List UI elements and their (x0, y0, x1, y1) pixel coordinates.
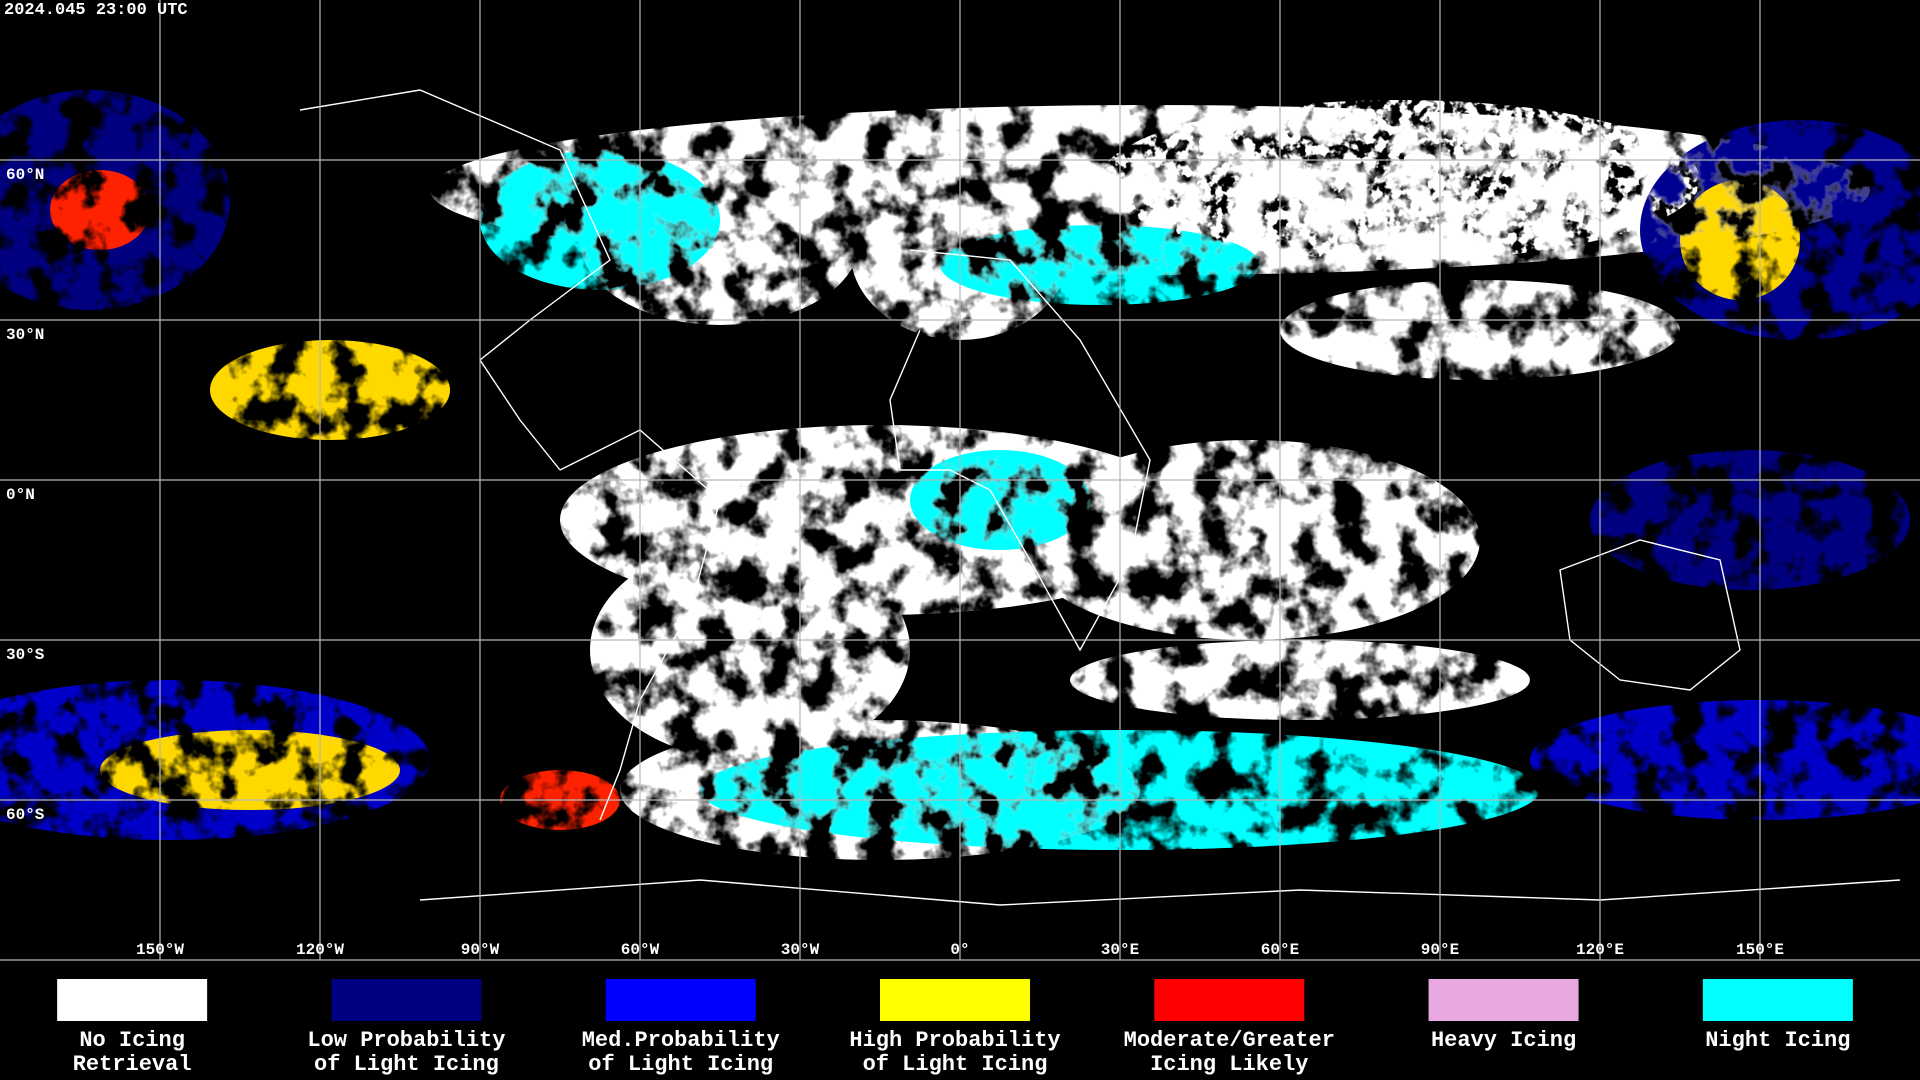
icing-probability-regions (0, 90, 1920, 840)
speckle-regions (1100, 100, 1700, 260)
graticule: 150°W 120°W 90°W 60°W 30°W 0° 30°E 60°E 90°E 120°… (0, 0, 1920, 961)
legend-label: Med.Probability (582, 1028, 780, 1053)
lat-label: 60°S (6, 806, 45, 824)
legend-label: Heavy Icing (1431, 1028, 1576, 1053)
lon-label: 90°W (461, 941, 500, 959)
legend-label: of Light Icing (588, 1052, 773, 1077)
legend-label: Retrieval (73, 1052, 192, 1077)
lon-label: 120°W (296, 941, 344, 959)
lon-label: 150°E (1736, 941, 1784, 959)
lat-label: 30°N (6, 326, 44, 344)
coastlines (299, 89, 1901, 906)
legend-swatch (57, 979, 208, 1021)
lon-label: 90°E (1421, 941, 1459, 959)
legend-label: High Probability (849, 1028, 1060, 1053)
lon-label: 60°W (621, 941, 660, 959)
legend-swatch (880, 979, 1030, 1021)
cloud-imagery (0, 89, 1920, 906)
lat-label: 60°N (6, 166, 44, 184)
lon-label: 150°W (136, 941, 184, 959)
lon-label: 120°E (1576, 941, 1624, 959)
legend-swatch (331, 979, 482, 1021)
legend-swatch (605, 979, 756, 1021)
legend-swatch (1428, 979, 1579, 1021)
lon-label: 30°W (781, 941, 820, 959)
legend-label: Night Icing (1705, 1028, 1850, 1053)
legend-label: Moderate/Greater (1124, 1028, 1335, 1053)
legend-swatch (1702, 979, 1853, 1021)
legend-label: Low Probability (307, 1028, 505, 1053)
timestamp: 2024.045 23:00 UTC (4, 1, 188, 20)
legend-label: No Icing (79, 1028, 185, 1053)
lat-label: 0°N (6, 486, 35, 504)
lon-label: 30°E (1101, 941, 1139, 959)
lon-label: 0° (950, 941, 969, 959)
legend-label: of Light Icing (863, 1052, 1048, 1077)
lon-label: 60°E (1261, 941, 1299, 959)
legend-swatch (1154, 979, 1305, 1021)
lat-label: 30°S (6, 646, 45, 664)
legend-label: Icing Likely (1150, 1052, 1308, 1077)
legend-label: of Light Icing (314, 1052, 499, 1077)
